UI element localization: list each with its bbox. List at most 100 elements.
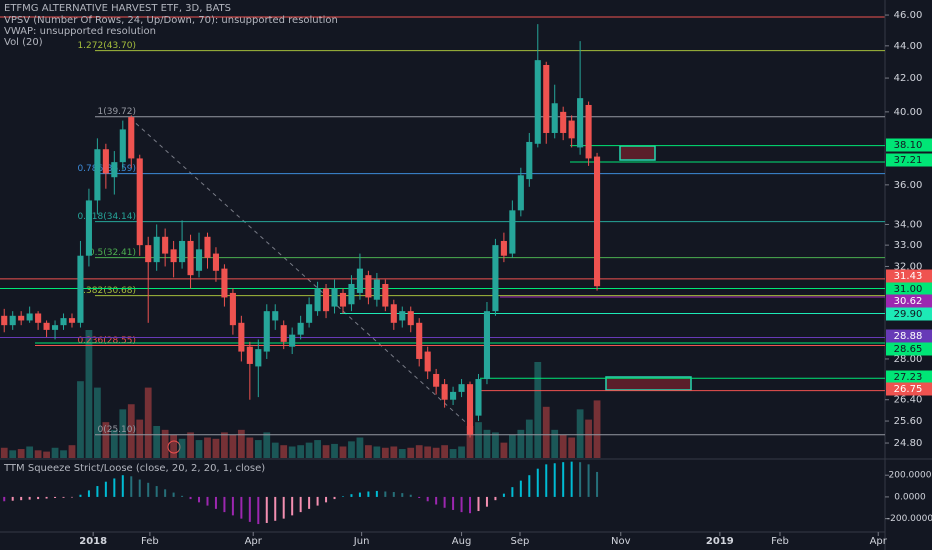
candle-body bbox=[77, 255, 84, 323]
volume-bar bbox=[77, 381, 84, 458]
squeeze-bar bbox=[37, 496, 40, 500]
x-tick-label: Apr bbox=[245, 536, 263, 547]
candle-body bbox=[577, 98, 584, 148]
chart-title: ETFMG ALTERNATIVE HARVEST ETF, 3D, BATS bbox=[4, 3, 231, 14]
candle-body bbox=[551, 103, 558, 133]
zone-box bbox=[605, 376, 692, 391]
squeeze-bar bbox=[113, 478, 116, 497]
volume-bar bbox=[94, 387, 101, 458]
y-tick-label: 44.00 bbox=[894, 41, 923, 52]
candle-body bbox=[111, 162, 118, 178]
squeeze-bar bbox=[494, 496, 497, 501]
y-tick-label: 25.60 bbox=[894, 416, 923, 427]
y-tick-label: 46.00 bbox=[894, 10, 923, 21]
x-tick-label: Apr bbox=[870, 536, 888, 547]
candle-body bbox=[585, 104, 592, 159]
candle-body bbox=[323, 288, 330, 312]
x-tick-label: Nov bbox=[611, 536, 631, 547]
squeeze-bar bbox=[333, 496, 336, 500]
squeeze-bar bbox=[87, 490, 90, 497]
volume-bar bbox=[339, 446, 347, 458]
candle-body bbox=[145, 245, 152, 263]
volume-bar bbox=[237, 429, 245, 458]
candle-body bbox=[179, 240, 186, 263]
candle-body bbox=[416, 322, 423, 359]
volume-bar bbox=[144, 387, 152, 458]
fib-label: 0.382(30.68) bbox=[77, 286, 136, 296]
candle-body bbox=[382, 283, 389, 307]
price-tag bbox=[886, 370, 932, 384]
candle-body bbox=[509, 210, 516, 254]
volume-bar bbox=[593, 400, 601, 458]
volume-bar bbox=[43, 451, 50, 458]
squeeze-bar bbox=[502, 493, 505, 497]
volume-bar bbox=[280, 445, 288, 458]
squeeze-bar bbox=[308, 496, 311, 509]
squeeze-bar bbox=[28, 496, 31, 500]
squeeze-bar bbox=[3, 496, 6, 502]
candle-body bbox=[119, 129, 126, 163]
squeeze-bar bbox=[282, 496, 285, 519]
volume-bar bbox=[221, 432, 228, 458]
candle-body bbox=[517, 175, 524, 211]
squeeze-bar bbox=[62, 496, 65, 498]
squeeze-bar bbox=[511, 487, 514, 497]
squeeze-bar bbox=[223, 496, 226, 513]
volume-bar bbox=[365, 445, 372, 458]
fib-label: 0.5(32.41) bbox=[89, 248, 136, 258]
y-tick-label: 200.0000 bbox=[889, 471, 932, 481]
volume-bar bbox=[68, 445, 76, 458]
volume-bar bbox=[170, 434, 177, 458]
squeeze-bar bbox=[198, 496, 201, 503]
candle-body bbox=[331, 288, 338, 307]
volume-bar bbox=[585, 419, 592, 458]
candle-body bbox=[221, 268, 228, 298]
candle-body bbox=[441, 384, 448, 400]
candle-body bbox=[424, 351, 431, 372]
squeeze-bar bbox=[384, 491, 387, 497]
volume-bar bbox=[458, 446, 465, 458]
volume-bar bbox=[449, 449, 457, 458]
volume-bar bbox=[136, 419, 144, 458]
squeeze-bar bbox=[291, 496, 294, 516]
candle-body bbox=[594, 156, 601, 287]
price-tag bbox=[886, 153, 932, 167]
squeeze-bar bbox=[138, 479, 141, 497]
candle-body bbox=[9, 315, 16, 326]
price-tag-label: 31.00 bbox=[894, 284, 923, 295]
price-tag bbox=[886, 307, 932, 321]
squeeze-bar bbox=[265, 496, 268, 523]
price-tag-label: 28.88 bbox=[894, 331, 923, 342]
squeeze-bar bbox=[375, 490, 378, 497]
volume-bar bbox=[441, 445, 449, 458]
volume-bar bbox=[415, 445, 423, 458]
volume-bar bbox=[119, 409, 127, 458]
fib-label: 1.272(43.70) bbox=[77, 41, 136, 51]
candle-body bbox=[475, 379, 482, 416]
squeeze-bar bbox=[485, 496, 488, 507]
squeeze-bar bbox=[341, 496, 344, 497]
squeeze-bar bbox=[477, 496, 480, 512]
squeeze-bar bbox=[570, 461, 573, 497]
candle-body bbox=[280, 325, 287, 342]
fib-label: 1(39.72) bbox=[97, 107, 136, 117]
x-tick-label: 2019 bbox=[706, 536, 734, 547]
volume-bar bbox=[17, 449, 25, 458]
earnings-marker bbox=[167, 440, 181, 454]
volume-bar bbox=[551, 429, 559, 458]
price-tag bbox=[886, 382, 932, 396]
volume-bar bbox=[466, 426, 474, 458]
volume-bar bbox=[212, 438, 220, 458]
squeeze-bar bbox=[11, 496, 14, 501]
volume-bar bbox=[576, 409, 584, 458]
y-tick-label: 40.00 bbox=[894, 107, 923, 118]
volume-bar bbox=[178, 438, 186, 458]
candle-body bbox=[18, 315, 25, 321]
volume-bar bbox=[288, 446, 296, 458]
candle-body bbox=[255, 349, 262, 367]
squeeze-bar bbox=[316, 496, 319, 506]
squeeze-bar bbox=[181, 495, 184, 497]
volume-bar bbox=[297, 445, 305, 458]
volume-bar bbox=[254, 440, 262, 458]
candle-body bbox=[246, 346, 253, 364]
